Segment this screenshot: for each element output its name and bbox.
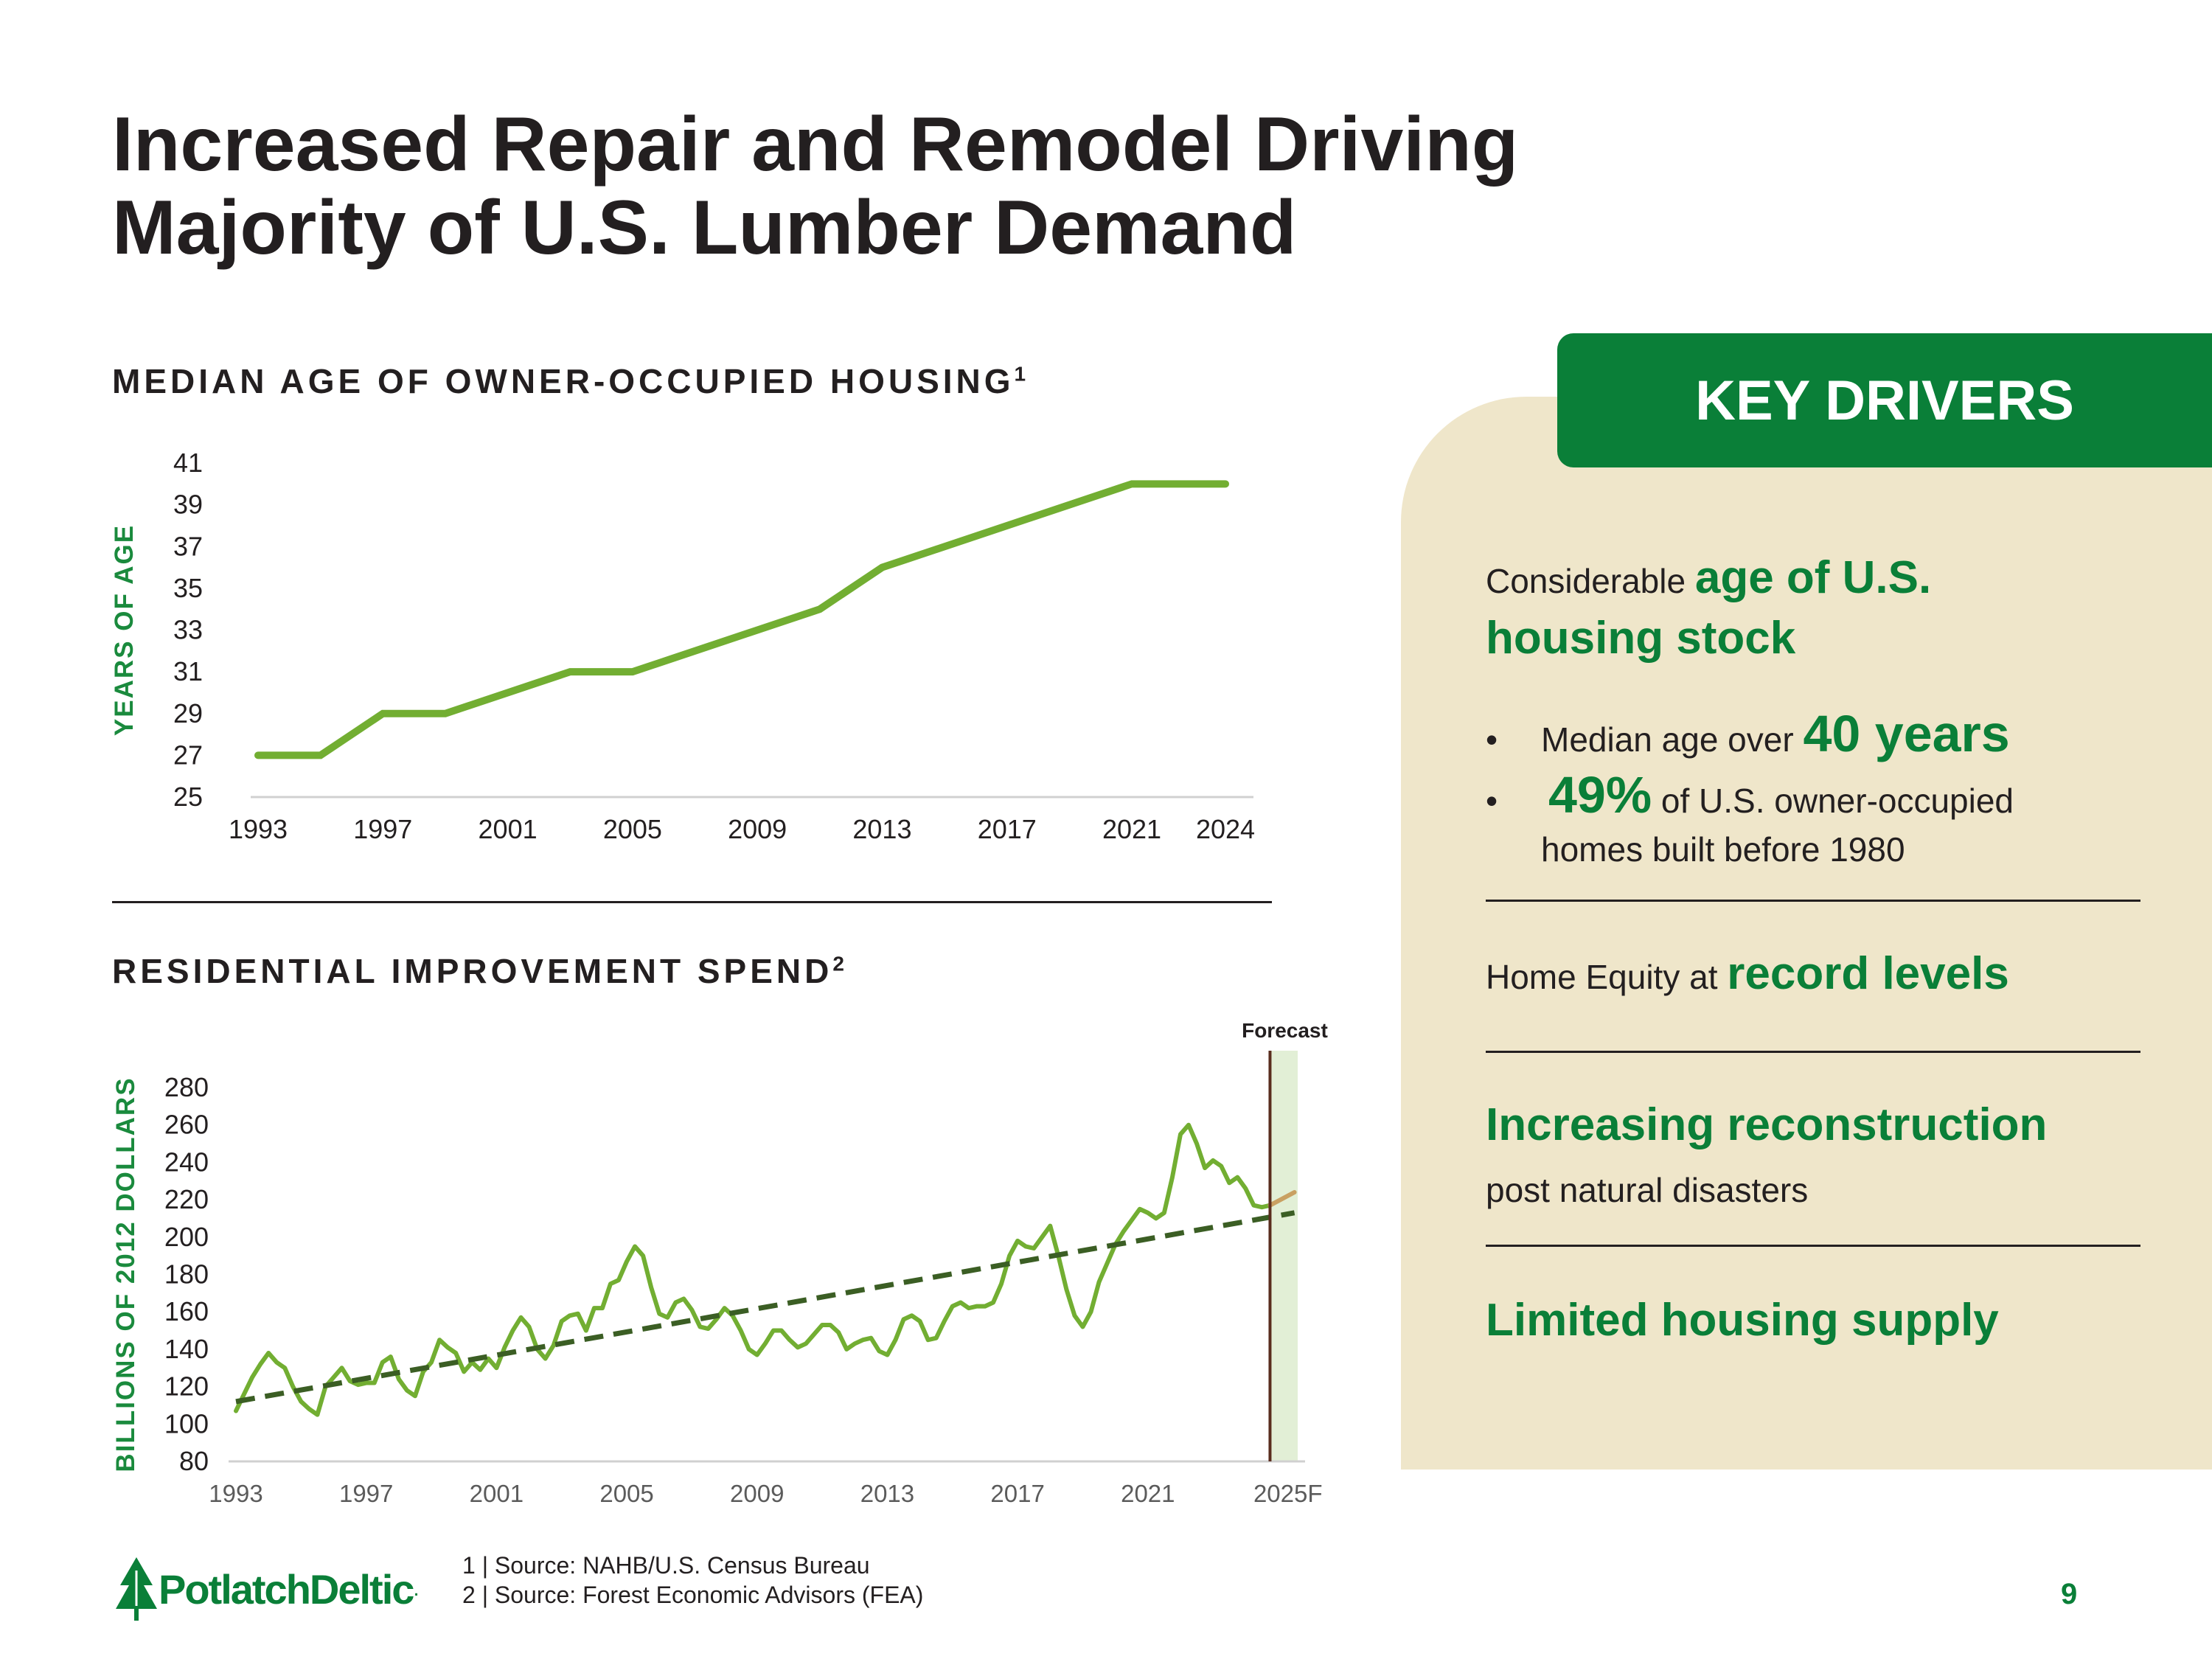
bullet-median-age-highlight: 40 years	[1803, 705, 2010, 762]
bullet-dot: •	[1486, 782, 1498, 820]
x-tick-label: 2021	[1121, 1480, 1175, 1507]
x-tick-label: 2024	[1196, 814, 1255, 844]
section-divider	[112, 901, 1272, 903]
chart1-footnote-ref: 1	[1014, 362, 1026, 386]
x-tick-label: 2005	[603, 814, 662, 844]
driver-divider	[1486, 900, 2140, 902]
y-axis-title: YEARS OF AGE	[110, 524, 139, 736]
chart2-footnote-ref: 2	[832, 952, 844, 975]
y-tick-label: 120	[164, 1371, 209, 1402]
tree-logo-icon	[116, 1557, 157, 1621]
driver-housing-supply: Limited housing supply	[1486, 1294, 1999, 1346]
bullet-pre-1980-highlight: 49%	[1548, 766, 1652, 824]
chart1-heading-text: MEDIAN AGE OF OWNER-OCCUPIED HOUSING	[112, 362, 1015, 400]
potlatchdeltic-logo: PotlatchDeltic.	[114, 1556, 420, 1622]
driver-divider	[1486, 1245, 2140, 1247]
y-tick-label: 100	[164, 1408, 209, 1439]
median-age-chart: YEARS OF AGE 25 27 29 31 33 35 37 39 41 1993 1997…	[110, 448, 1255, 844]
y-tick-label: 31	[173, 656, 203, 686]
driver-housing-age: Considerable age of U.S. housing stock	[1486, 549, 1931, 670]
logo-wordmark: PotlatchDeltic	[159, 1565, 414, 1613]
driver-housing-age-highlight-2: housing stock	[1486, 613, 1796, 664]
y-tick-label: 33	[173, 615, 203, 645]
y-tick-label: 280	[164, 1072, 209, 1102]
y-tick-label: 41	[173, 448, 203, 478]
y-tick-label: 39	[173, 490, 203, 520]
key-drivers-header: KEY DRIVERS	[1557, 333, 2212, 467]
chart2-heading: RESIDENTIAL IMPROVEMENT SPEND2	[112, 951, 844, 991]
x-tick-label: 2013	[852, 814, 911, 844]
x-tick-label: 1993	[229, 814, 288, 844]
title-line-2: Majority of U.S. Lumber Demand	[112, 185, 1297, 271]
title-line-1: Increased Repair and Remodel Driving	[112, 102, 1519, 187]
driver-reconstruction-text: post natural disasters	[1486, 1171, 1809, 1209]
y-tick-label: 29	[173, 698, 203, 728]
y-tick-label: 27	[173, 740, 203, 770]
trend-line	[235, 1210, 1295, 1405]
y-tick-label: 35	[173, 573, 203, 603]
y-tick-label: 260	[164, 1110, 209, 1140]
driver-reconstruction-highlight: Increasing reconstruction	[1486, 1099, 2048, 1150]
driver-home-equity-highlight: record levels	[1727, 948, 2009, 999]
forecast-annotation: Forecast	[1242, 1019, 1328, 1042]
x-tick-label: 1993	[209, 1480, 262, 1507]
x-tick-label: 2021	[1102, 814, 1161, 844]
x-tick-label: 2025F	[1253, 1480, 1323, 1507]
chart1-heading: MEDIAN AGE OF OWNER-OCCUPIED HOUSING1	[112, 361, 1026, 401]
driver-reconstruction: Increasing reconstruction post natural d…	[1486, 1099, 2047, 1225]
y-tick-label: 37	[173, 531, 203, 561]
improvement-spend-line	[234, 1122, 1273, 1417]
median-age-line	[254, 480, 1229, 759]
logo-trademark-dot: .	[413, 1576, 420, 1601]
x-tick-label: 2009	[730, 1480, 784, 1507]
driver-home-equity: Home Equity at record levels	[1486, 947, 2009, 1000]
y-tick-label: 80	[179, 1446, 209, 1476]
bullet-pre-1980-text: of U.S. owner-occupied	[1652, 782, 2014, 820]
x-tick-label: 2001	[470, 1480, 524, 1507]
bullet-pre-1980: • 49% of U.S. owner-occupied homes built …	[1486, 769, 2014, 874]
driver-housing-age-prefix: Considerable	[1486, 562, 1695, 600]
y-tick-label: 240	[164, 1147, 209, 1177]
key-drivers-panel	[1401, 397, 2212, 1470]
bullet-median-age: • Median age over 40 years	[1486, 704, 2010, 763]
y-tick-label: 160	[164, 1296, 209, 1326]
y-axis-title: BILLIONS OF 2012 DOLLARS	[111, 1077, 140, 1472]
forecast-line	[1267, 1189, 1297, 1208]
x-tick-label: 2001	[479, 814, 538, 844]
x-tick-label: 1997	[353, 814, 412, 844]
driver-home-equity-prefix: Home Equity at	[1486, 958, 1728, 996]
page-number: 9	[2061, 1578, 2078, 1610]
forecast-band	[1270, 1051, 1298, 1461]
x-tick-label: 2013	[860, 1480, 914, 1507]
x-tick-label: 2017	[990, 1480, 1044, 1507]
bullet-median-age-text: Median age over	[1541, 720, 1804, 759]
footnote-2: 2 | Source: Forest Economic Advisors (FE…	[462, 1582, 924, 1608]
driver-housing-supply-highlight: Limited housing supply	[1486, 1295, 1999, 1346]
x-tick-label: 2009	[728, 814, 787, 844]
x-tick-label: 2017	[978, 814, 1037, 844]
key-drivers-title: KEY DRIVERS	[1695, 369, 2074, 432]
y-tick-label: 220	[164, 1184, 209, 1214]
bullet-pre-1980-line2: homes built before 1980	[1541, 830, 1905, 869]
chart2-heading-text: RESIDENTIAL IMPROVEMENT SPEND	[112, 952, 833, 990]
y-tick-label: 180	[164, 1259, 209, 1290]
y-tick-label: 200	[164, 1222, 209, 1252]
improvement-spend-chart: BILLIONS OF 2012 DOLLARS 80 100 120 140 160 1…	[111, 1019, 1328, 1507]
y-tick-label: 140	[164, 1334, 209, 1364]
page-title: Increased Repair and Remodel Driving Maj…	[112, 103, 1550, 270]
y-tick-label: 25	[173, 782, 203, 812]
bullet-dot: •	[1486, 720, 1498, 759]
footnote-1: 1 | Source: NAHB/U.S. Census Bureau	[462, 1552, 870, 1579]
x-tick-label: 1997	[339, 1480, 393, 1507]
x-tick-label: 2005	[599, 1480, 653, 1507]
driver-housing-age-highlight-1: age of U.S.	[1694, 552, 1932, 603]
driver-divider	[1486, 1051, 2140, 1053]
